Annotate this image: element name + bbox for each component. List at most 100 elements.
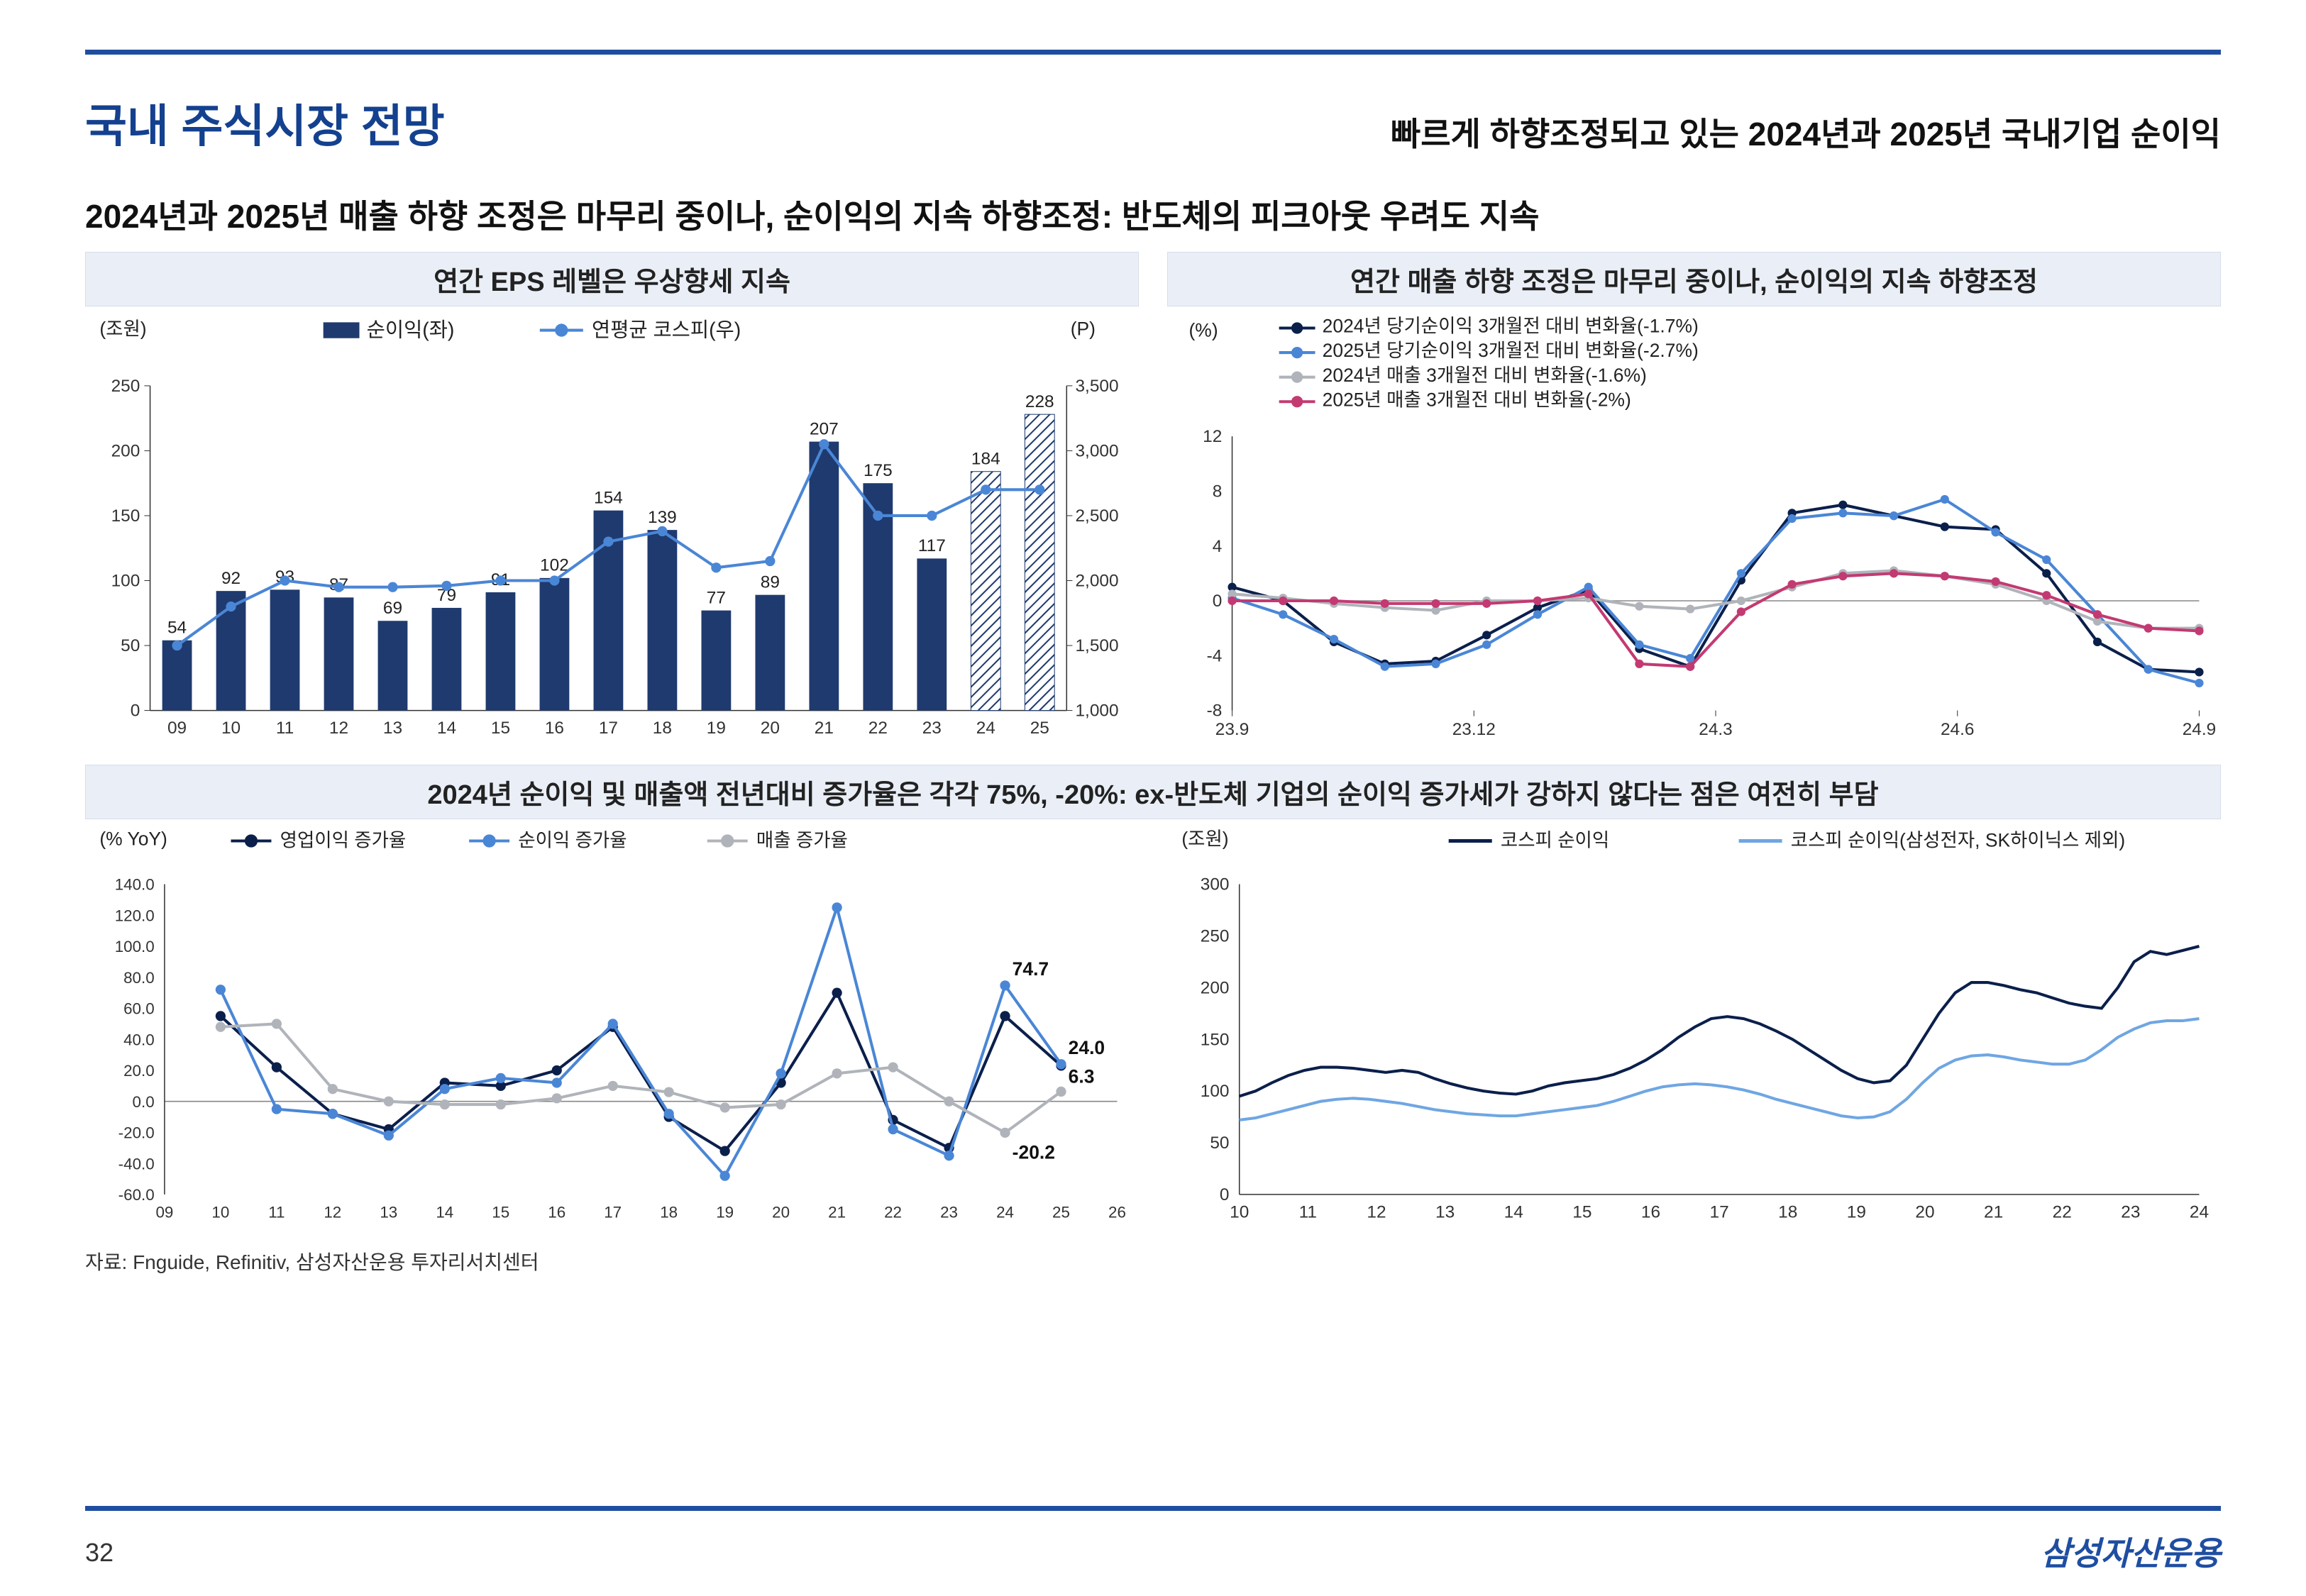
svg-text:20: 20 xyxy=(761,719,780,738)
svg-text:(% YoY): (% YoY) xyxy=(99,828,167,849)
svg-text:150: 150 xyxy=(111,506,140,526)
svg-text:1,000: 1,000 xyxy=(1075,702,1118,721)
svg-text:23: 23 xyxy=(2121,1202,2140,1221)
svg-text:0: 0 xyxy=(1220,1185,1230,1204)
page-number: 32 xyxy=(85,1538,114,1568)
svg-text:10: 10 xyxy=(1230,1202,1249,1221)
svg-text:117: 117 xyxy=(918,536,946,555)
svg-text:250: 250 xyxy=(1201,926,1230,946)
svg-text:8: 8 xyxy=(1213,482,1223,501)
svg-text:100: 100 xyxy=(1201,1082,1230,1101)
svg-text:17: 17 xyxy=(604,1203,622,1221)
svg-text:12: 12 xyxy=(1367,1202,1386,1221)
svg-text:120.0: 120.0 xyxy=(115,907,155,924)
svg-text:22: 22 xyxy=(2053,1202,2072,1221)
svg-text:24.3: 24.3 xyxy=(1699,720,1733,739)
svg-text:15: 15 xyxy=(1572,1202,1591,1221)
svg-text:12: 12 xyxy=(324,1203,341,1221)
svg-text:16: 16 xyxy=(545,719,564,738)
svg-text:14: 14 xyxy=(437,719,456,738)
svg-text:207: 207 xyxy=(810,419,839,438)
svg-text:11: 11 xyxy=(268,1203,285,1221)
svg-text:15: 15 xyxy=(492,1203,509,1221)
svg-text:-60.0: -60.0 xyxy=(118,1186,155,1204)
svg-text:17: 17 xyxy=(599,719,618,738)
svg-text:22: 22 xyxy=(884,1203,902,1221)
svg-text:-40.0: -40.0 xyxy=(118,1155,155,1173)
svg-text:19: 19 xyxy=(716,1203,734,1221)
svg-text:154: 154 xyxy=(594,488,623,507)
chart-a: 0501001502002501,0001,5002,0002,5003,000… xyxy=(85,306,1139,754)
svg-text:23: 23 xyxy=(922,719,942,738)
svg-text:0: 0 xyxy=(1213,592,1223,611)
svg-text:13: 13 xyxy=(380,1203,397,1221)
svg-text:24: 24 xyxy=(996,1203,1014,1221)
svg-text:16: 16 xyxy=(548,1203,566,1221)
source-text: 자료: Fnguide, Refinitiv, 삼성자산운용 투자리서치센터 xyxy=(85,1247,2221,1275)
svg-text:200: 200 xyxy=(1201,978,1230,997)
svg-text:77: 77 xyxy=(707,588,726,607)
svg-text:14: 14 xyxy=(436,1203,453,1221)
svg-text:24.0: 24.0 xyxy=(1069,1037,1105,1058)
svg-text:(조원): (조원) xyxy=(1181,828,1228,849)
chart-d: 0501001502002503001011121314151617181920… xyxy=(1167,819,2221,1238)
svg-text:14: 14 xyxy=(1504,1202,1523,1221)
svg-text:2025년 매출 3개월전 대비 변화율(-2%): 2025년 매출 3개월전 대비 변화율(-2%) xyxy=(1323,389,1631,410)
svg-text:24: 24 xyxy=(976,719,995,738)
svg-text:18: 18 xyxy=(660,1203,678,1221)
svg-text:25: 25 xyxy=(1052,1203,1070,1221)
svg-text:18: 18 xyxy=(653,719,672,738)
svg-text:2024년 당기순이익 3개월전 대비 변화율(-1.7%): 2024년 당기순이익 3개월전 대비 변화율(-1.7%) xyxy=(1323,316,1699,337)
svg-text:11: 11 xyxy=(276,719,294,738)
svg-text:13: 13 xyxy=(383,719,402,738)
svg-text:영업이익 증가율: 영업이익 증가율 xyxy=(280,829,407,850)
svg-text:1,500: 1,500 xyxy=(1075,636,1118,655)
svg-text:(조원): (조원) xyxy=(99,318,146,340)
svg-text:15: 15 xyxy=(491,719,510,738)
svg-text:23.12: 23.12 xyxy=(1452,720,1496,739)
svg-text:300: 300 xyxy=(1201,875,1230,894)
chart-b: -8-404812(%)23.923.1224.324.624.92024년 당… xyxy=(1167,306,2221,754)
svg-text:10: 10 xyxy=(211,1203,229,1221)
chart-a-title: 연간 EPS 레벨은 우상향세 지속 xyxy=(85,252,1139,306)
svg-text:60.0: 60.0 xyxy=(123,999,155,1017)
svg-text:175: 175 xyxy=(864,461,893,480)
svg-text:24.6: 24.6 xyxy=(1941,720,1975,739)
page-title: 국내 주식시장 전망 xyxy=(85,90,445,155)
svg-text:24: 24 xyxy=(2190,1202,2209,1221)
svg-text:184: 184 xyxy=(971,450,1000,469)
svg-text:200: 200 xyxy=(111,442,140,461)
svg-text:17: 17 xyxy=(1710,1202,1729,1221)
svg-text:40.0: 40.0 xyxy=(123,1031,155,1048)
svg-text:21: 21 xyxy=(815,719,834,738)
svg-text:19: 19 xyxy=(1847,1202,1866,1221)
svg-text:4: 4 xyxy=(1213,537,1223,556)
svg-text:21: 21 xyxy=(828,1203,846,1221)
svg-text:19: 19 xyxy=(707,719,726,738)
svg-text:26: 26 xyxy=(1108,1203,1126,1221)
svg-text:139: 139 xyxy=(648,508,677,527)
svg-text:23.9: 23.9 xyxy=(1215,720,1249,739)
svg-text:250: 250 xyxy=(111,377,140,396)
brand: 삼성자산운용 xyxy=(2041,1528,2221,1575)
svg-text:50: 50 xyxy=(1210,1134,1229,1153)
svg-text:18: 18 xyxy=(1778,1202,1797,1221)
svg-text:매출 증가율: 매출 증가율 xyxy=(756,829,848,850)
svg-text:92: 92 xyxy=(221,569,241,588)
svg-text:12: 12 xyxy=(329,719,348,738)
svg-text:23: 23 xyxy=(940,1203,958,1221)
svg-text:(%): (%) xyxy=(1189,320,1218,341)
svg-text:코스피 순이익(삼성전자, SK하이닉스 제외): 코스피 순이익(삼성전자, SK하이닉스 제외) xyxy=(1791,829,2125,850)
svg-text:연평균 코스피(우): 연평균 코스피(우) xyxy=(592,319,741,342)
svg-text:140.0: 140.0 xyxy=(115,875,155,893)
svg-text:20: 20 xyxy=(1915,1202,1934,1221)
svg-text:100.0: 100.0 xyxy=(115,938,155,955)
svg-text:-4: -4 xyxy=(1207,646,1223,665)
svg-text:2024년 매출 3개월전 대비 변화율(-1.6%): 2024년 매출 3개월전 대비 변화율(-1.6%) xyxy=(1323,365,1647,386)
svg-text:24.9: 24.9 xyxy=(2183,720,2217,739)
svg-text:2,000: 2,000 xyxy=(1075,572,1118,591)
svg-text:12: 12 xyxy=(1203,427,1222,446)
svg-text:(P): (P) xyxy=(1071,318,1096,340)
svg-text:228: 228 xyxy=(1025,392,1054,411)
svg-text:80.0: 80.0 xyxy=(123,968,155,986)
